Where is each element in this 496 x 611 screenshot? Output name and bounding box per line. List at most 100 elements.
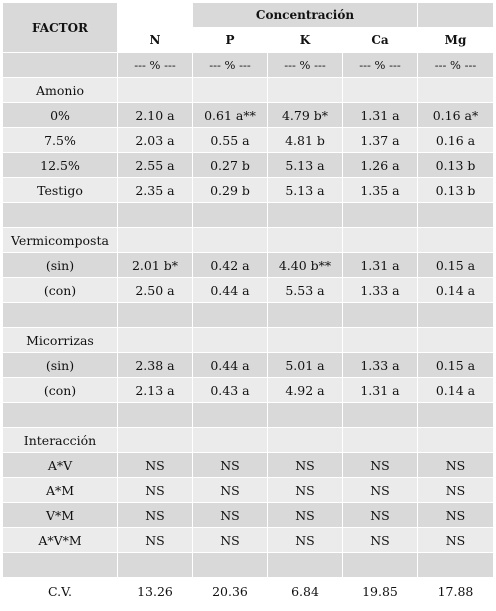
- cell: NS: [417, 502, 494, 528]
- spacer-row: [2, 402, 494, 428]
- cell: 0.42 a: [192, 252, 268, 278]
- cell: 4.92 a: [267, 377, 343, 403]
- section-header-row: Amonio: [2, 77, 494, 103]
- unit-n: --- % ---: [117, 52, 193, 78]
- unit-k: --- % ---: [267, 52, 343, 78]
- table-row: (con) 2.13 a 0.43 a 4.92 a 1.31 a 0.14 a: [2, 377, 494, 403]
- cell: NS: [117, 452, 193, 478]
- cell: 0.13 b: [417, 152, 494, 178]
- cell: 0.55 a: [192, 127, 268, 153]
- units-row: --- % --- --- % --- --- % --- --- % --- …: [2, 52, 494, 78]
- section-header-row: Interacción: [2, 427, 494, 453]
- cell: NS: [192, 452, 268, 478]
- cell: 4.40 b**: [267, 252, 343, 278]
- unit-ca: --- % ---: [342, 52, 418, 78]
- row-factor: 0%: [2, 102, 118, 128]
- units-blank: [2, 52, 118, 78]
- table-row: A*V NS NS NS NS NS: [2, 452, 494, 478]
- row-factor: V*M: [2, 502, 118, 528]
- section-header-row: Vermicomposta: [2, 227, 494, 253]
- section-label-vermicomposta: Vermicomposta: [2, 227, 118, 253]
- cell: 1.26 a: [342, 152, 418, 178]
- cell: 4.81 b: [267, 127, 343, 153]
- cell: 0.14 a: [417, 377, 494, 403]
- table-row: A*V*M NS NS NS NS NS: [2, 527, 494, 553]
- section-header-row: Micorrizas: [2, 327, 494, 353]
- cell: 5.13 a: [267, 152, 343, 178]
- spacer-row: [2, 302, 494, 328]
- cell: 0.15 a: [417, 352, 494, 378]
- cell: 2.38 a: [117, 352, 193, 378]
- header-blank: [417, 2, 494, 28]
- cell: 2.35 a: [117, 177, 193, 203]
- col-header-mg: Mg: [417, 27, 494, 53]
- cell: 0.15 a: [417, 252, 494, 278]
- cv-value: 13.26: [117, 577, 193, 606]
- cell: NS: [117, 502, 193, 528]
- table-row: A*M NS NS NS NS NS: [2, 477, 494, 503]
- cv-value: 6.84: [267, 577, 343, 606]
- cell: NS: [267, 452, 343, 478]
- cell: 1.33 a: [342, 277, 418, 303]
- cell: NS: [192, 502, 268, 528]
- row-factor: A*V*M: [2, 527, 118, 553]
- cell: 0.61 a**: [192, 102, 268, 128]
- cell: NS: [192, 527, 268, 553]
- cell: 5.01 a: [267, 352, 343, 378]
- cell: 1.37 a: [342, 127, 418, 153]
- cell: 0.13 b: [417, 177, 494, 203]
- col-header-n: N: [117, 27, 193, 53]
- cell: 2.55 a: [117, 152, 193, 178]
- cell: NS: [417, 452, 494, 478]
- table-row: (sin) 2.01 b* 0.42 a 4.40 b** 1.31 a 0.1…: [2, 252, 494, 278]
- cell: 1.33 a: [342, 352, 418, 378]
- row-factor: (con): [2, 277, 118, 303]
- table-row: Testigo 2.35 a 0.29 b 5.13 a 1.35 a 0.13…: [2, 177, 494, 203]
- cell: NS: [117, 527, 193, 553]
- cell: 2.10 a: [117, 102, 193, 128]
- cell: 4.79 b*: [267, 102, 343, 128]
- table-row: (sin) 2.38 a 0.44 a 5.01 a 1.33 a 0.15 a: [2, 352, 494, 378]
- cell: NS: [342, 502, 418, 528]
- cell: 0.43 a: [192, 377, 268, 403]
- cell: 0.27 b: [192, 152, 268, 178]
- table-row: 12.5% 2.55 a 0.27 b 5.13 a 1.26 a 0.13 b: [2, 152, 494, 178]
- cv-value: 20.36: [192, 577, 268, 606]
- col-header-k: K: [267, 27, 343, 53]
- factor-header: FACTOR: [2, 2, 118, 53]
- table-row: V*M NS NS NS NS NS: [2, 502, 494, 528]
- cv-value: 19.85: [342, 577, 418, 606]
- spacer-row: [2, 202, 494, 228]
- cell: NS: [267, 502, 343, 528]
- concentration-header: Concentración: [192, 2, 418, 28]
- row-factor: A*M: [2, 477, 118, 503]
- cell: NS: [417, 527, 494, 553]
- cell: NS: [342, 452, 418, 478]
- cv-row: C.V. 13.26 20.36 6.84 19.85 17.88: [2, 577, 494, 606]
- cell: 0.14 a: [417, 277, 494, 303]
- cell: NS: [342, 477, 418, 503]
- cell: 2.01 b*: [117, 252, 193, 278]
- spacer-row: [2, 552, 494, 578]
- cell: 2.50 a: [117, 277, 193, 303]
- cell: 1.35 a: [342, 177, 418, 203]
- table-row: (con) 2.50 a 0.44 a 5.53 a 1.33 a 0.14 a: [2, 277, 494, 303]
- cv-value: 17.88: [417, 577, 494, 606]
- cell: 1.31 a: [342, 252, 418, 278]
- cell: 0.16 a: [417, 127, 494, 153]
- cell: NS: [417, 477, 494, 503]
- row-factor: (sin): [2, 352, 118, 378]
- cell: NS: [342, 527, 418, 553]
- col-header-p: P: [192, 27, 268, 53]
- cell: 2.13 a: [117, 377, 193, 403]
- cell: 2.03 a: [117, 127, 193, 153]
- section-label-amonio: Amonio: [2, 77, 118, 103]
- row-factor: 12.5%: [2, 152, 118, 178]
- cell: 0.16 a*: [417, 102, 494, 128]
- cell: NS: [192, 477, 268, 503]
- row-factor: (sin): [2, 252, 118, 278]
- cell: NS: [267, 527, 343, 553]
- cell: 5.13 a: [267, 177, 343, 203]
- cv-label: C.V.: [2, 577, 118, 606]
